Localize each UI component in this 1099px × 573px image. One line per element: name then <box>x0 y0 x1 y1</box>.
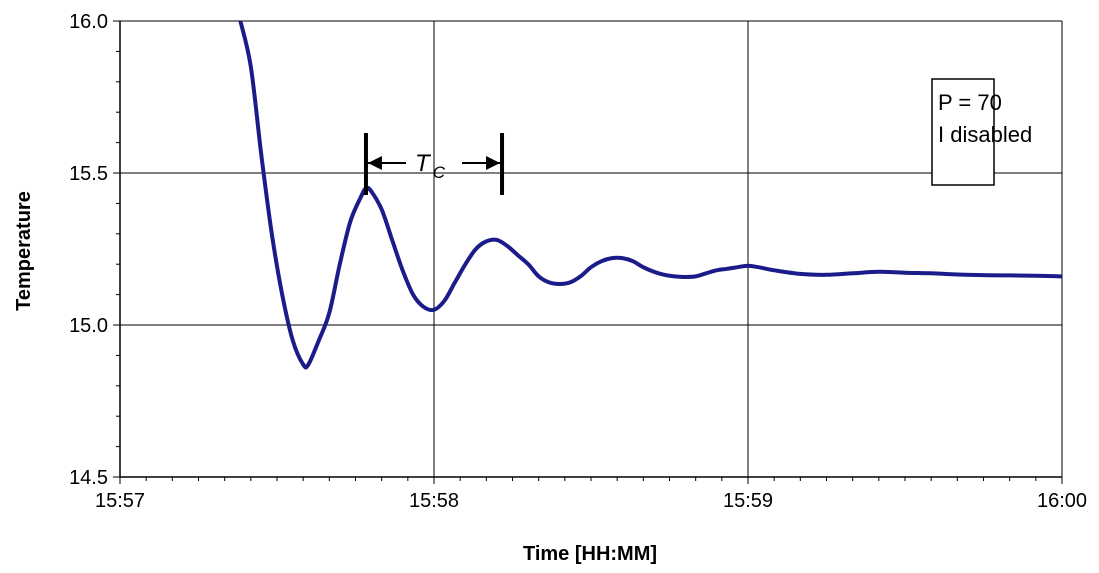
period-arrowhead-right <box>486 156 501 170</box>
y-tick-labels: 14.5 15.0 15.5 16.0 <box>69 11 108 489</box>
x-tick-label: 15:58 <box>409 490 459 512</box>
series-line <box>238 20 1063 370</box>
period-label-subscript: C <box>433 163 446 182</box>
y-tick-label: 15.0 <box>69 315 108 337</box>
param-i-text: I disabled <box>938 122 1032 147</box>
period-arrowhead-left <box>367 156 382 170</box>
x-tick-labels: 15:57 15:58 15:59 16:00 <box>95 490 1087 512</box>
x-tick-label: 15:59 <box>723 490 773 512</box>
axes <box>113 20 1063 484</box>
x-axis-title: Time [HH:MM] <box>523 543 657 565</box>
parameter-annotation-box: P = 70 I disabled <box>931 78 1032 186</box>
period-label-main: T <box>415 150 432 177</box>
y-tick-label: 14.5 <box>69 467 108 489</box>
x-tick-label: 16:00 <box>1037 490 1087 512</box>
minor-ticks <box>116 20 1063 481</box>
x-tick-label: 15:57 <box>95 490 145 512</box>
y-axis-title: Temperature <box>13 191 35 311</box>
grid-lines <box>119 20 1063 478</box>
y-tick-label: 15.5 <box>69 163 108 185</box>
y-tick-label: 16.0 <box>69 11 108 33</box>
param-p-text: P = 70 <box>938 90 1002 115</box>
